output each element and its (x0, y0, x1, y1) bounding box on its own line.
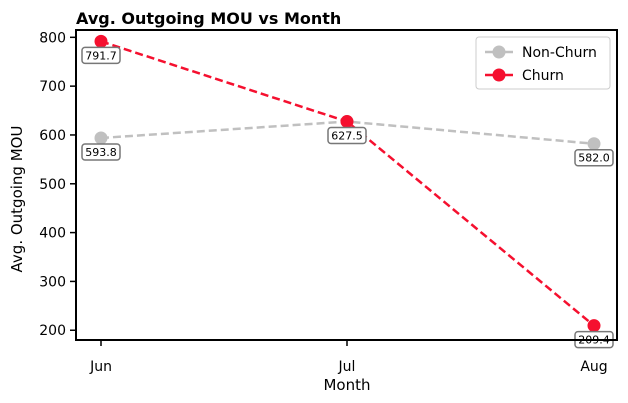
data-label-box (327, 126, 367, 145)
data-point (94, 131, 108, 145)
y-tick-label: 400 (39, 226, 66, 242)
y-tick-label: 600 (39, 128, 66, 144)
series-points (94, 34, 601, 333)
data-label-box (81, 143, 121, 161)
y-axis-label: Avg. Outgoing MOU (8, 126, 26, 273)
x-tick-label: Aug (580, 359, 607, 375)
y-tick-label: 200 (39, 323, 66, 339)
legend-label: Churn (522, 68, 564, 84)
y-tick-label: 500 (39, 177, 66, 193)
data-label: 627.5 (331, 130, 363, 143)
data-point (587, 319, 601, 333)
y-tick-label: 800 (39, 30, 66, 46)
data-point (340, 115, 354, 129)
data-label: 593.8 (85, 146, 117, 159)
x-tick-label: Jul (338, 359, 356, 375)
data-label-box (574, 148, 614, 167)
chart-title: Avg. Outgoing MOU vs Month (76, 9, 341, 28)
data-point (587, 137, 601, 151)
legend-label: Non-Churn (522, 45, 597, 61)
legend-swatch-marker (492, 68, 506, 82)
x-tick-label: Jun (89, 359, 112, 375)
plot-frame (75, 29, 618, 341)
data-label: 791.7 (85, 49, 117, 62)
legend: Non-Churn Churn (475, 36, 611, 90)
data-label-box (81, 46, 121, 65)
x-axis-label: Month (323, 376, 370, 394)
data-point (94, 34, 108, 48)
y-tick-label: 700 (39, 79, 66, 95)
data-label: 582.0 (578, 152, 610, 165)
y-tick-label: 300 (39, 274, 66, 290)
legend-swatch-marker (492, 45, 506, 59)
axis-ticks: 200 300 400 500 600 700 800 Jun Jul Aug (39, 30, 607, 375)
